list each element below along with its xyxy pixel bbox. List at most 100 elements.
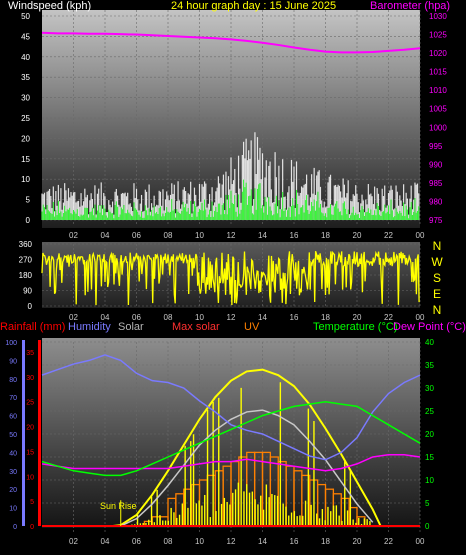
compass-label: N	[433, 303, 442, 317]
chart-title: 24 hour graph day : 15 June 2025	[171, 0, 336, 12]
x-tick-label: 08	[164, 231, 173, 240]
barometer-tick-label: 1015	[429, 68, 447, 77]
x-tick-label: 02	[69, 313, 78, 322]
direction-tick-label: 270	[19, 256, 33, 265]
barometer-tick-label: 985	[429, 179, 443, 188]
temperature-tick-label: 30	[425, 384, 434, 393]
x-tick-label: 00	[416, 537, 425, 546]
wind-y-tick-label: 50	[21, 12, 30, 21]
rain-tick-label: 20	[26, 425, 34, 432]
legend-uv: UV	[244, 321, 260, 333]
temperature-tick-label: 10	[425, 476, 434, 485]
humidity-tick-label: 40	[9, 450, 17, 457]
rain-tick-label: 35	[26, 350, 34, 357]
x-tick-label: 06	[132, 313, 141, 322]
rain-tick-label: 30	[26, 375, 34, 382]
x-tick-label: 00	[416, 313, 425, 322]
rain-tick-label: 10	[26, 474, 34, 481]
sunrise-annotation: Sun Rise	[100, 501, 137, 511]
temperature-tick-label: 0	[425, 522, 430, 531]
temperature-tick-label: 35	[425, 361, 434, 370]
x-tick-label: 14	[258, 313, 267, 322]
direction-tick-label: 90	[23, 287, 32, 296]
temperature-tick-label: 20	[425, 430, 434, 439]
x-tick-label: 02	[69, 537, 78, 546]
x-tick-label: 10	[195, 231, 204, 240]
wind-y-tick-label: 30	[21, 94, 30, 103]
x-tick-label: 08	[164, 537, 173, 546]
wind-y-tick-label: 25	[21, 114, 30, 123]
x-tick-label: 12	[227, 537, 236, 546]
direction-tick-label: 0	[28, 302, 33, 311]
humidity-tick-label: 10	[9, 506, 17, 513]
legend-humidity: Humidity	[68, 321, 111, 333]
x-tick-label: 12	[227, 231, 236, 240]
humidity-tick-label: 60	[9, 414, 17, 421]
wind-axis-title: Windspeed (kph)	[8, 0, 91, 12]
x-tick-label: 14	[258, 231, 267, 240]
humidity-tick-label: 100	[5, 340, 17, 347]
rain-tick-label: 5	[30, 499, 34, 506]
humidity-line	[41, 354, 421, 461]
x-tick-label: 20	[353, 537, 362, 546]
x-tick-label: 22	[384, 313, 393, 322]
humidity-tick-label: 90	[9, 358, 17, 365]
max-solar-line	[112, 368, 382, 527]
x-tick-label: 18	[321, 313, 330, 322]
humidity-tick-label: 0	[13, 524, 17, 531]
barometer-tick-label: 1030	[429, 12, 447, 21]
x-tick-label: 04	[101, 231, 110, 240]
temperature-tick-label: 25	[425, 407, 434, 416]
x-tick-label: 20	[353, 313, 362, 322]
barometer-tick-label: 1005	[429, 105, 447, 114]
x-tick-label: 10	[195, 537, 204, 546]
solar-line	[120, 409, 374, 527]
x-tick-label: 04	[101, 313, 110, 322]
x-tick-label: 20	[353, 231, 362, 240]
barometer-axis-title: Barometer (hpa)	[370, 0, 450, 12]
barometer-line	[41, 31, 421, 54]
compass-label: N	[433, 239, 442, 253]
temperature-tick-label: 40	[425, 338, 434, 347]
barometer-tick-label: 990	[429, 160, 443, 169]
barometer-tick-label: 1010	[429, 86, 447, 95]
barometer-tick-label: 980	[429, 197, 443, 206]
compass-label: W	[431, 255, 443, 269]
x-tick-label: 22	[384, 537, 393, 546]
x-tick-label: 12	[227, 313, 236, 322]
wind-y-tick-label: 45	[21, 32, 30, 41]
compass-label: S	[433, 271, 441, 285]
legend-max-solar: Max solar	[172, 321, 220, 333]
temperature-tick-label: 15	[425, 453, 434, 462]
humidity-tick-label: 20	[9, 487, 17, 494]
humidity-tick-label: 80	[9, 377, 17, 384]
wind-y-tick-label: 5	[26, 196, 31, 205]
temperature-tick-label: 5	[425, 499, 430, 508]
compass-label: E	[433, 287, 441, 301]
temperature-line	[41, 401, 421, 477]
x-tick-label: 22	[384, 231, 393, 240]
rain-tick-label: 0	[30, 524, 34, 531]
legend-temperature: Temperature (°C)	[313, 321, 397, 333]
x-tick-label: 16	[290, 537, 299, 546]
barometer-tick-label: 1020	[429, 49, 447, 58]
barometer-tick-label: 975	[429, 216, 443, 225]
direction-tick-label: 180	[19, 271, 33, 280]
x-tick-label: 00	[416, 231, 425, 240]
barometer-tick-label: 1025	[429, 31, 447, 40]
x-tick-label: 04	[101, 537, 110, 546]
x-tick-label: 02	[69, 231, 78, 240]
wind-y-tick-label: 0	[26, 216, 31, 225]
x-tick-label: 10	[195, 313, 204, 322]
wind-y-tick-label: 35	[21, 73, 30, 82]
barometer-tick-label: 995	[429, 142, 443, 151]
rain-tick-label: 15	[26, 449, 34, 456]
humidity-tick-label: 70	[9, 395, 17, 402]
wind-y-tick-label: 15	[21, 155, 30, 164]
barometer-tick-label: 1000	[429, 123, 447, 132]
rain-axis-bar	[38, 340, 41, 526]
humidity-tick-label: 50	[9, 432, 17, 439]
dewpoint-line	[41, 453, 421, 472]
x-tick-label: 16	[290, 231, 299, 240]
